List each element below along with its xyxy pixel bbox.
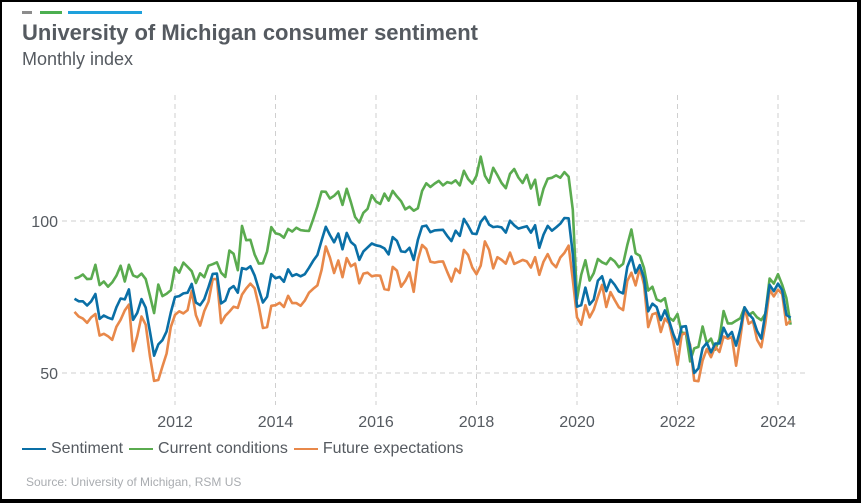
series-lines	[73, 155, 792, 383]
y-tick-label: 50	[40, 366, 58, 383]
grid-lines	[62, 95, 805, 405]
header-accent-bar-gray	[22, 11, 32, 14]
series-line-current-conditions	[74, 155, 792, 363]
x-tick-label: 2020	[559, 414, 595, 431]
source-note: Source: University of Michigan, RSM US	[26, 475, 242, 489]
x-tick-label: 2018	[459, 414, 495, 431]
y-axis-labels: 50 100	[31, 214, 58, 383]
x-tick-label: 2024	[760, 414, 796, 431]
legend-swatch	[22, 448, 46, 450]
legend: Sentiment Current conditions Future expect…	[22, 440, 469, 458]
x-axis-labels: 2012 2014 2016 2018 2020 2022 2024	[157, 414, 796, 431]
x-tick-label: 2016	[358, 414, 394, 431]
y-tick-label: 100	[31, 214, 58, 231]
x-tick-label: 2012	[157, 414, 193, 431]
chart-subtitle: Monthly index	[22, 49, 134, 69]
legend-label: Current conditions	[158, 440, 288, 457]
chart-title: University of Michigan consumer sentimen…	[22, 20, 478, 45]
header-accent-bar-blue	[68, 11, 142, 14]
legend-swatch	[293, 448, 318, 450]
x-tick-label: 2014	[258, 414, 294, 431]
legend-label: Future expectations	[322, 440, 464, 457]
legend-label: Sentiment	[51, 440, 124, 457]
legend-swatch	[129, 448, 154, 450]
legend-item-current-conditions: Current conditions	[129, 440, 288, 458]
series-line-future-expectations	[73, 240, 792, 383]
header-accent-bar-green	[40, 11, 62, 14]
series-line-sentiment	[73, 215, 792, 375]
x-tick-label: 2022	[660, 414, 696, 431]
legend-item-future-expectations: Future expectations	[293, 440, 464, 458]
legend-item-sentiment: Sentiment	[22, 440, 123, 458]
